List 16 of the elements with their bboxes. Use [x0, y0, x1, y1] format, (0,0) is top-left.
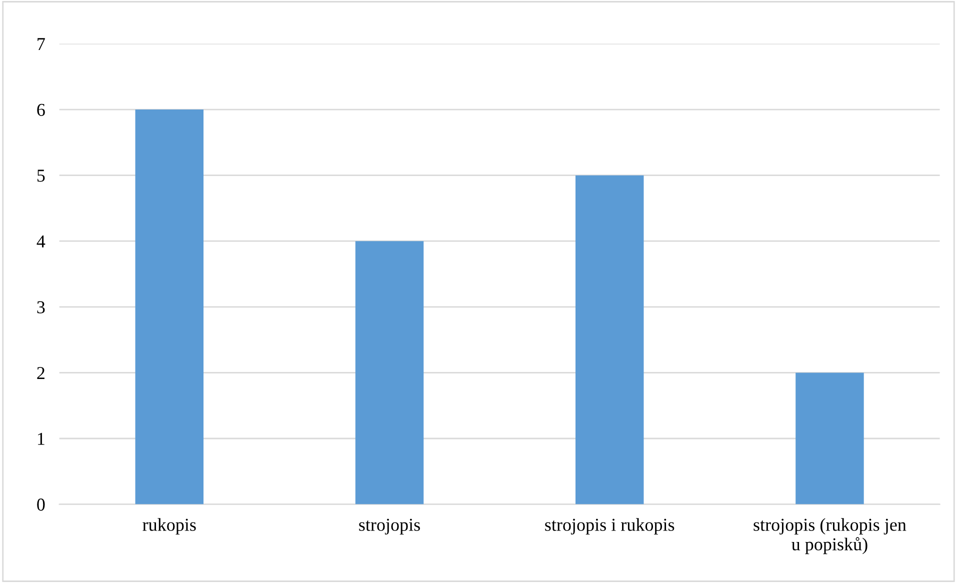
x-tick-label: strojopis (rukopis jen u popisků) — [754, 518, 906, 554]
y-tick-label: 0 — [37, 498, 45, 511]
y-tick-label: 5 — [37, 170, 45, 182]
y-tick-label: 3 — [37, 301, 45, 314]
x-tick-label: strojopis i rukopis — [545, 518, 674, 535]
y-tick-label: 1 — [38, 432, 44, 445]
x-tick-label: rukopis — [142, 518, 196, 535]
bar — [575, 175, 644, 504]
bar — [355, 241, 424, 504]
y-tick-label: 2 — [37, 367, 44, 379]
y-tick-label: 4 — [36, 235, 46, 248]
y-tick-label: 6 — [37, 104, 45, 116]
y-tick-label: 7 — [38, 38, 45, 50]
x-tick-label: strojopis — [359, 518, 420, 535]
bar — [135, 110, 204, 504]
bar — [796, 372, 864, 504]
